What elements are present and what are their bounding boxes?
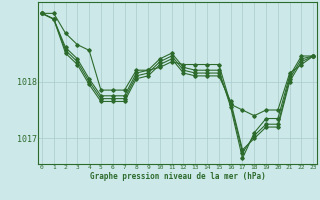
X-axis label: Graphe pression niveau de la mer (hPa): Graphe pression niveau de la mer (hPa) <box>90 172 266 181</box>
